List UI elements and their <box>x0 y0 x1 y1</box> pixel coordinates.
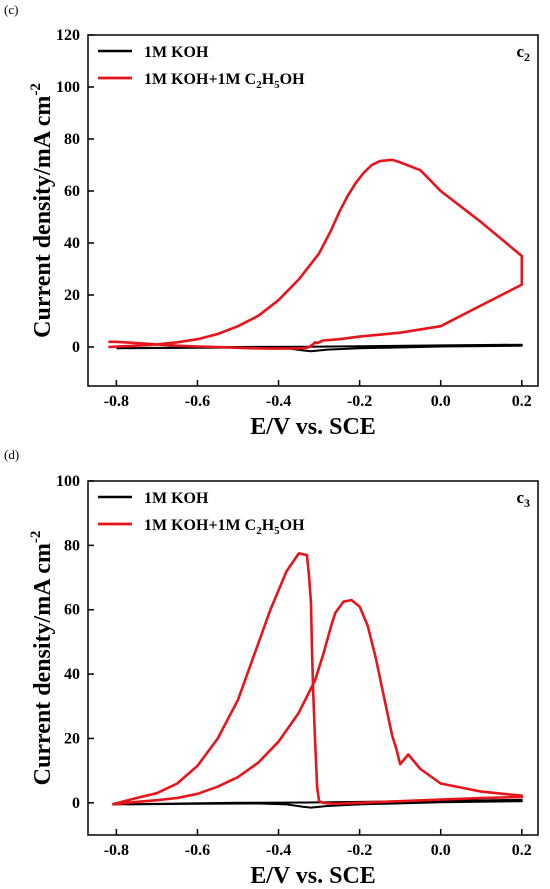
x-tick-label: 0.0 <box>431 842 451 859</box>
y-tick-label: 40 <box>64 235 80 252</box>
y-tick-label: 80 <box>64 537 80 554</box>
y-tick-label: 60 <box>64 183 80 200</box>
y-tick-label: 20 <box>64 287 80 304</box>
y-axis-title: Current density/mA cm-2 <box>28 531 56 786</box>
x-tick-label: 0.0 <box>431 393 451 410</box>
x-tick-label: -0.2 <box>347 393 372 410</box>
y-tick-label: 0 <box>72 339 80 356</box>
plot-frame <box>87 34 539 387</box>
y-tick-label: 20 <box>64 730 80 747</box>
x-tick-label: -0.8 <box>104 393 129 410</box>
x-tick-label: -0.8 <box>104 842 129 859</box>
y-tick-label: 40 <box>64 666 80 683</box>
panel-letter: (c) <box>4 2 19 17</box>
y-axis-title: Current density/mA cm-2 <box>28 83 56 338</box>
legend-label: 1M KOH <box>144 490 209 507</box>
series-line <box>116 798 523 809</box>
panel-letter: (d) <box>4 447 20 462</box>
series-line <box>111 552 524 806</box>
x-tick-label: 0.2 <box>512 842 532 859</box>
y-tick-label: 80 <box>64 131 80 148</box>
y-tick-label: 60 <box>64 602 80 619</box>
x-tick-label: -0.4 <box>266 842 291 859</box>
chart-panel-d: (d) -0.8 -0.6 -0.4 -0.2 0.0 0.2 0 20 40 60 80 100 E/… <box>0 445 550 889</box>
x-tick-label: -0.4 <box>266 393 291 410</box>
series-line <box>108 158 524 350</box>
x-axis-title: E/V vs. SCE <box>250 863 376 889</box>
x-tick-label: -0.2 <box>347 842 372 859</box>
x-axis-title: E/V vs. SCE <box>250 414 376 440</box>
legend-label: 1M KOH <box>144 44 209 61</box>
corner-label: c3 <box>516 488 530 510</box>
plot-frame <box>87 480 539 836</box>
chart-svg: -0.8 -0.6 -0.4 -0.2 0.0 0.2 0 20 40 60 80 100 E/V vs… <box>28 473 539 889</box>
x-tick-label: 0.2 <box>512 393 532 410</box>
y-tick-label: 120 <box>56 27 80 44</box>
legend-label: 1M KOH+1M C2H5OH <box>144 71 305 91</box>
chart-svg: -0.8 -0.6 -0.4 -0.2 0.0 0.2 0 20 40 60 80 100 120 E/V… <box>28 27 539 440</box>
y-tick-label: 100 <box>56 79 80 96</box>
corner-label: c2 <box>516 42 530 64</box>
legend-label: 1M KOH+1M C2H5OH <box>144 517 305 537</box>
x-tick-label: -0.6 <box>185 842 210 859</box>
x-tick-label: -0.6 <box>185 393 210 410</box>
y-tick-label: 0 <box>72 795 80 812</box>
chart-panel-c: (c) -0.8 -0.6 -0.4 -0.2 0.0 0.2 0 20 40 60 80 100 12… <box>4 2 539 440</box>
y-tick-label: 100 <box>56 473 80 490</box>
